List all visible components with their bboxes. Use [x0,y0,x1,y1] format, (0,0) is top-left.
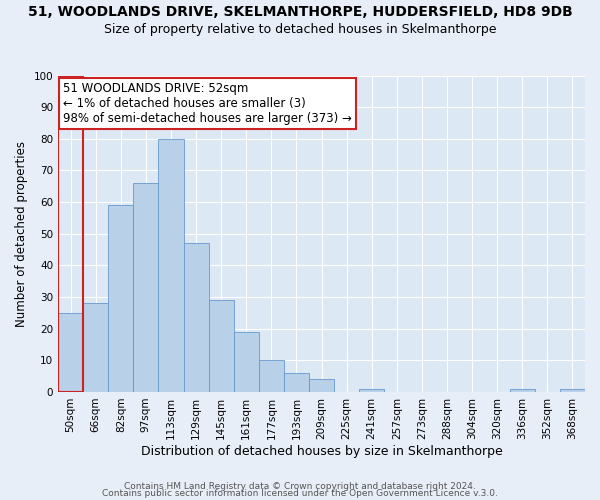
Bar [284,373,309,392]
X-axis label: Distribution of detached houses by size in Skelmanthorpe: Distribution of detached houses by size … [140,444,502,458]
Text: Contains public sector information licensed under the Open Government Licence v.: Contains public sector information licen… [102,490,498,498]
Bar [309,380,334,392]
Text: Size of property relative to detached houses in Skelmanthorpe: Size of property relative to detached ho… [104,22,496,36]
Text: 51, WOODLANDS DRIVE, SKELMANTHORPE, HUDDERSFIELD, HD8 9DB: 51, WOODLANDS DRIVE, SKELMANTHORPE, HUDD… [28,5,572,19]
Bar [209,300,233,392]
Text: Contains HM Land Registry data © Crown copyright and database right 2024.: Contains HM Land Registry data © Crown c… [124,482,476,491]
Bar [259,360,284,392]
Text: 51 WOODLANDS DRIVE: 52sqm
← 1% of detached houses are smaller (3)
98% of semi-de: 51 WOODLANDS DRIVE: 52sqm ← 1% of detach… [64,82,352,125]
Bar [58,76,83,392]
Bar [184,243,209,392]
Bar [133,183,158,392]
Y-axis label: Number of detached properties: Number of detached properties [15,140,28,326]
Bar [158,139,184,392]
Bar [359,389,384,392]
Bar [108,205,133,392]
Bar [510,389,535,392]
Bar [233,332,259,392]
Bar [83,304,108,392]
Bar [58,313,83,392]
Bar [560,389,585,392]
